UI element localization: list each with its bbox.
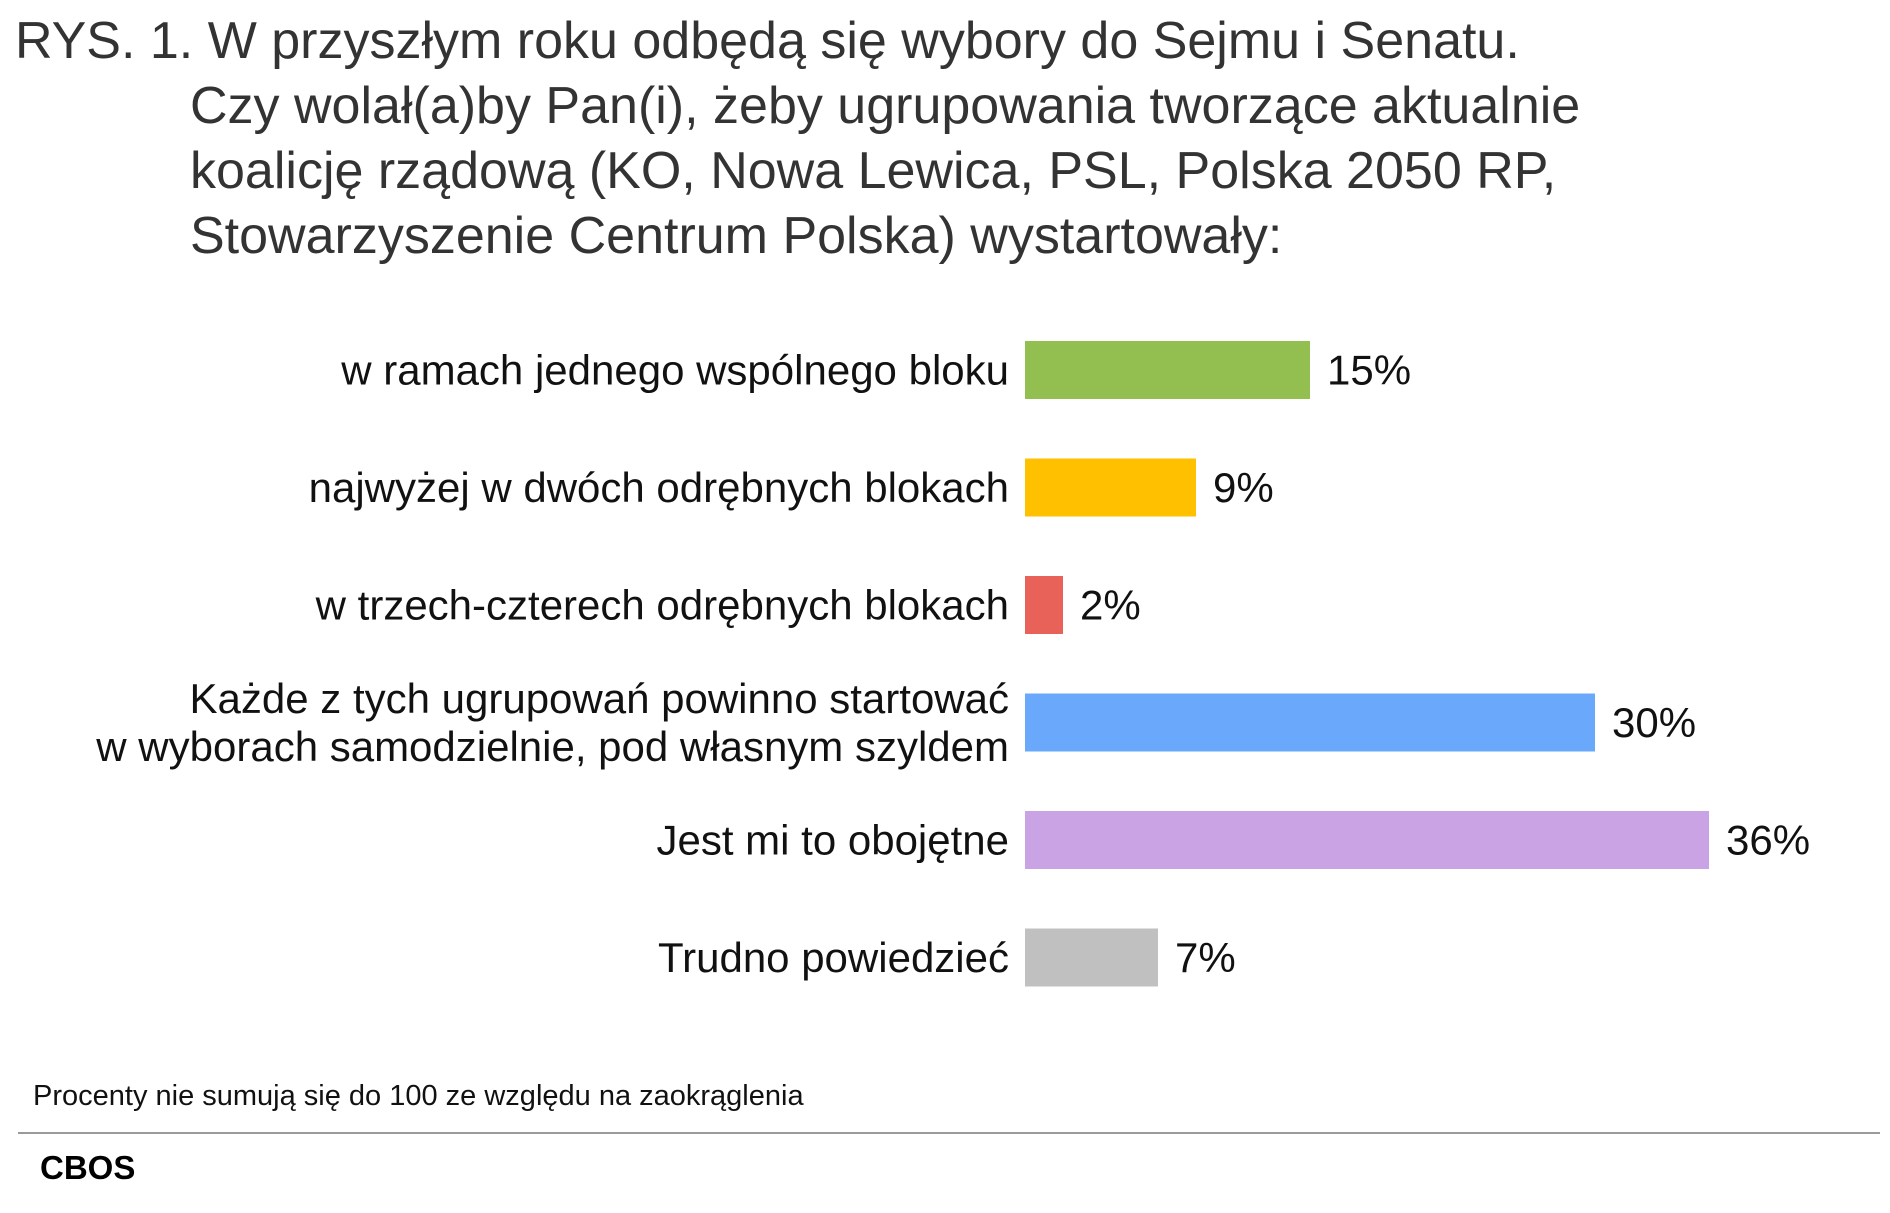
value-label-2: 9% [1213, 464, 1274, 511]
bar-6 [1025, 928, 1158, 987]
bar-3 [1025, 576, 1063, 634]
bar-2 [1025, 458, 1196, 517]
value-label-4: 30% [1612, 699, 1696, 746]
chart-title-line-4: Stowarzyszenie Centrum Polska) wystartow… [190, 207, 1283, 265]
chart-title-line-2: Czy wolał(a)by Pan(i), żeby ugrupowania … [190, 77, 1581, 135]
category-label-3: w trzech-czterech odrębnych blokach [315, 582, 1009, 629]
category-label-2: najwyżej w dwóch odrębnych blokach [309, 464, 1009, 511]
footnote: Procenty nie sumują się do 100 ze względ… [33, 1080, 804, 1112]
value-label-1: 15% [1327, 347, 1411, 394]
divider [18, 1132, 1880, 1134]
bar-4 [1025, 693, 1595, 752]
chart-title-line-1: RYS. 1. W przyszłym roku odbędą się wybo… [15, 12, 1520, 70]
chart-title-line-3: koalicję rządową (KO, Nowa Lewica, PSL, … [190, 142, 1557, 200]
category-label-1: w ramach jednego wspólnego bloku [340, 347, 1009, 394]
category-label-5: Jest mi to obojętne [656, 817, 1009, 864]
value-label-6: 7% [1175, 934, 1236, 981]
bar-chart: 15% w ramach jednego wspólnego bloku 9% naj… [95, 341, 1810, 987]
category-label-6: Trudno powiedzieć [658, 934, 1009, 981]
value-label-5: 36% [1726, 817, 1810, 864]
value-label-3: 2% [1080, 582, 1141, 629]
category-label-4: Każde z tych ugrupowań powinno startować… [95, 675, 1009, 770]
source-label: CBOS [40, 1149, 136, 1186]
bar-5 [1025, 811, 1709, 869]
bar-1 [1025, 341, 1310, 399]
